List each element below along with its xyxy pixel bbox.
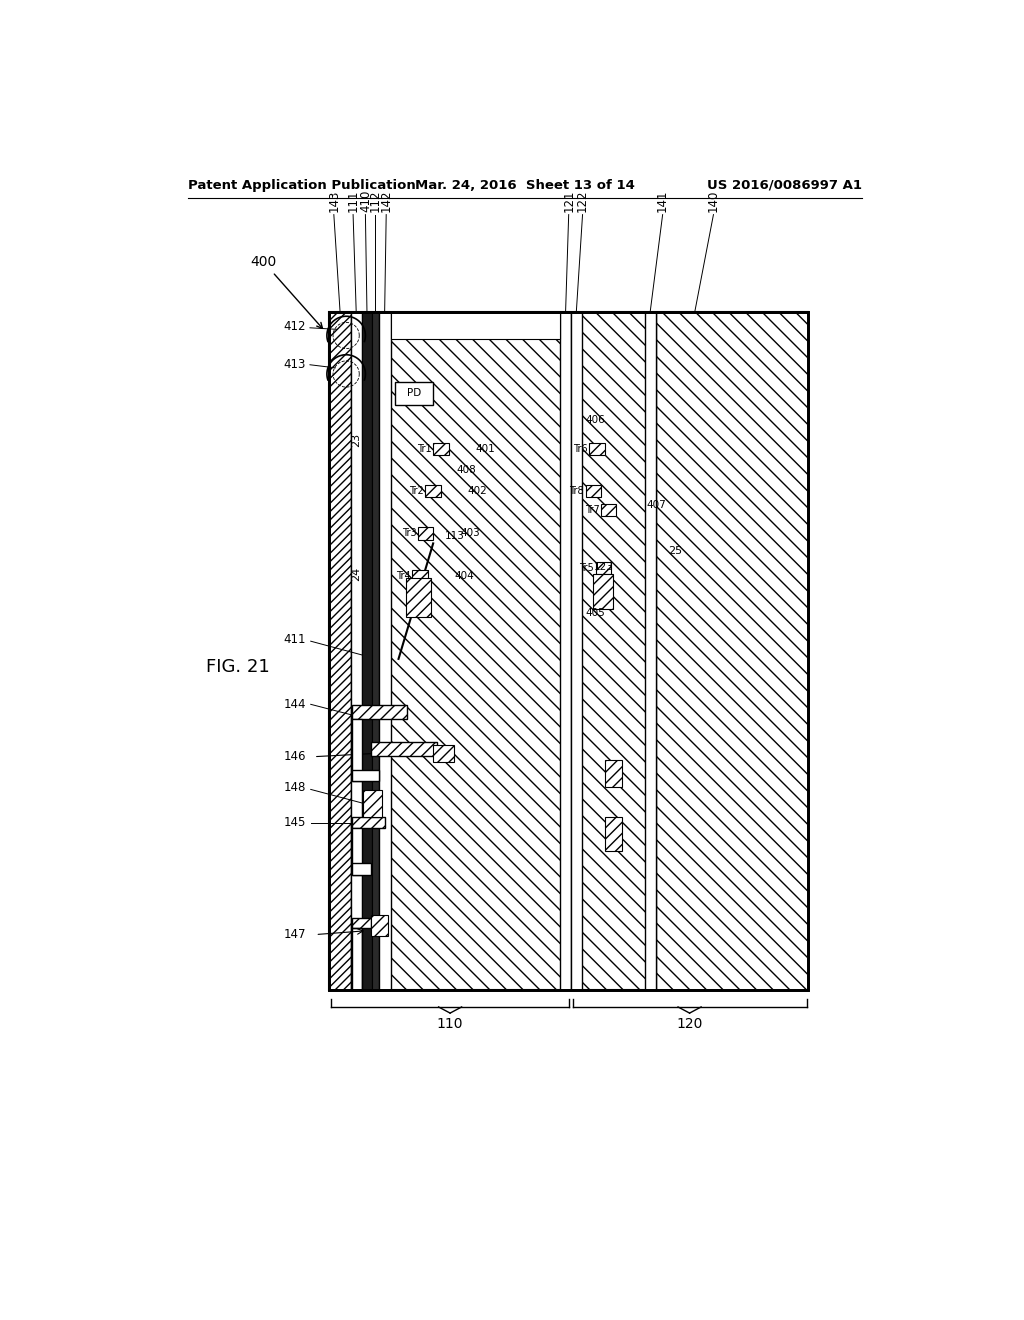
Bar [371,915,388,936]
Text: 110: 110 [437,1016,463,1031]
Text: 144: 144 [284,698,306,711]
Bar [418,527,433,540]
Bar [330,313,351,990]
Text: Tr7: Tr7 [585,506,599,515]
Text: 111: 111 [346,190,359,213]
Text: 410: 410 [358,190,372,213]
Bar [330,313,808,990]
Text: 113: 113 [444,531,465,541]
Text: 146: 146 [284,750,306,763]
Bar [351,705,407,719]
Text: 25: 25 [668,546,682,556]
Text: 413: 413 [284,358,306,371]
Text: 400: 400 [251,255,323,329]
Bar [379,313,391,990]
Bar [560,313,571,990]
Bar [364,789,382,817]
Text: 406: 406 [586,416,605,425]
Text: 141: 141 [656,190,669,213]
Bar [433,744,454,762]
Bar [586,484,601,498]
Text: Tr4: Tr4 [396,570,411,581]
Bar [571,313,582,990]
Text: Tr2: Tr2 [410,486,424,496]
Text: 147: 147 [284,928,306,941]
Text: 143: 143 [328,190,340,213]
Text: 145: 145 [284,816,306,829]
Text: US 2016/0086997 A1: US 2016/0086997 A1 [707,178,862,191]
Text: 404: 404 [455,570,474,581]
Text: 140: 140 [707,190,720,213]
Bar [605,817,622,851]
Bar [351,817,385,829]
Bar [656,313,808,990]
Text: Tr1: Tr1 [417,444,432,454]
Text: 123: 123 [593,561,613,572]
Text: 401: 401 [475,444,496,454]
Text: 405: 405 [586,607,605,618]
Bar [425,484,441,498]
Text: 408: 408 [457,465,476,475]
Bar [351,829,362,875]
Bar [407,578,431,616]
Text: 412: 412 [284,319,306,333]
Text: Tr5: Tr5 [580,564,594,573]
Text: 120: 120 [677,1016,702,1031]
Bar [605,760,622,787]
Text: 411: 411 [284,634,306,647]
Text: Tr6: Tr6 [573,444,588,454]
Bar [596,562,611,574]
Text: 403: 403 [460,528,480,539]
Text: 24: 24 [351,568,361,581]
Text: 142: 142 [380,190,392,213]
Text: PD: PD [407,388,421,399]
Text: FIG. 21: FIG. 21 [207,657,270,676]
Bar [372,313,379,990]
Bar [394,381,433,405]
Bar [351,863,371,875]
Text: Mar. 24, 2016  Sheet 13 of 14: Mar. 24, 2016 Sheet 13 of 14 [415,178,635,191]
Text: Patent Application Publication: Patent Application Publication [188,178,416,191]
Text: 112: 112 [369,190,382,213]
Bar [330,313,808,990]
Bar [371,742,437,756]
Bar [351,313,362,990]
Bar [601,504,616,516]
Text: Tr8: Tr8 [569,486,584,496]
Bar [351,917,371,928]
Bar [351,928,362,990]
Bar [645,313,656,990]
Bar [590,442,605,455]
Bar [433,442,449,455]
Bar [330,313,808,990]
Bar [593,574,612,609]
Text: 122: 122 [577,190,589,213]
Text: Tr3: Tr3 [401,528,416,539]
Text: 402: 402 [468,486,487,496]
Text: 23: 23 [351,433,361,446]
Text: 121: 121 [562,190,575,213]
Text: 148: 148 [284,781,306,795]
Text: 407: 407 [646,500,667,510]
Bar [351,719,362,780]
Bar [413,570,428,582]
Bar [351,770,379,780]
Bar [391,313,560,339]
Bar [362,313,372,990]
